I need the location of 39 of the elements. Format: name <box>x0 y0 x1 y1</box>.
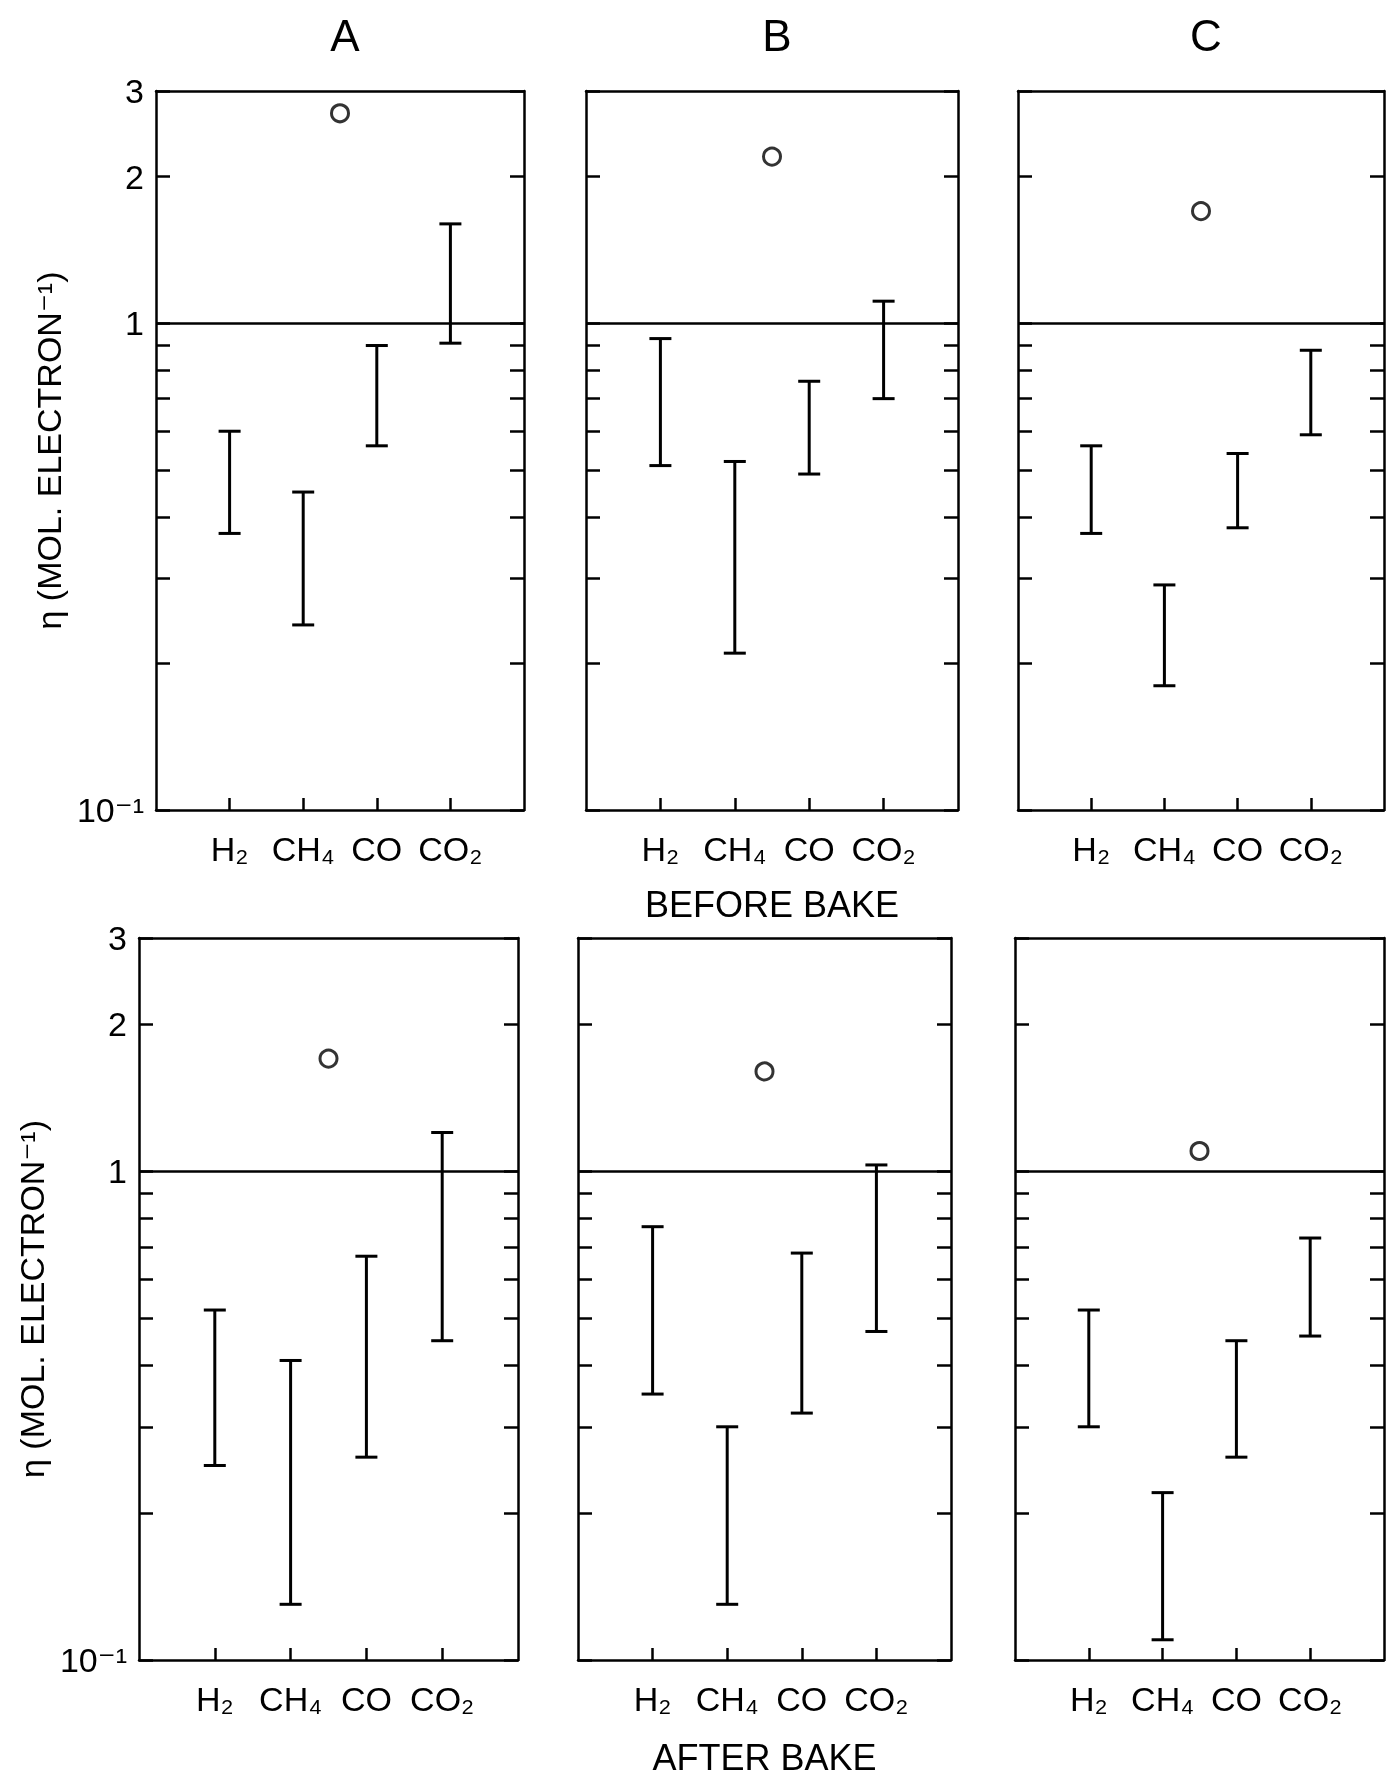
x-tick-label: CH₄ <box>1131 1680 1195 1718</box>
x-tick-label: CO <box>1210 1680 1262 1718</box>
y-axis-title: η (MOL. ELECTRON⁻¹) <box>13 1120 52 1478</box>
x-tick-label: CO <box>340 1680 392 1718</box>
x-tick-label: CH₄ <box>271 830 335 868</box>
x-tick-label: H₂ <box>633 1680 672 1718</box>
y-tick-label: 2 <box>125 157 144 196</box>
y-tick-label: 1 <box>108 1152 127 1191</box>
x-tick-label: CH₄ <box>259 1680 323 1718</box>
y-tick-label: 10⁻¹ <box>59 1641 127 1679</box>
x-tick-label: H₂ <box>1072 830 1111 868</box>
x-tick-label: H₂ <box>195 1680 234 1718</box>
y-tick-label: 1 <box>125 304 144 343</box>
y-axis-title: η (MOL. ELECTRON⁻¹) <box>30 271 69 630</box>
x-tick-label: CO₂ <box>844 1680 909 1718</box>
y-tick-label: 3 <box>108 919 127 957</box>
text: AFTER BAKE <box>652 1736 877 1778</box>
x-tick-label: H₂ <box>1069 1680 1108 1718</box>
x-tick-label: CH₄ <box>695 1680 759 1718</box>
text: BEFORE BAKE <box>644 883 900 925</box>
x-tick-label: CO₂ <box>1278 1680 1343 1718</box>
x-tick-label: CO₂ <box>418 830 483 868</box>
chart-title: C <box>1190 10 1222 60</box>
x-tick-label: CO <box>783 830 835 868</box>
x-tick-label: CH₄ <box>1132 830 1196 868</box>
x-tick-label: CO <box>351 830 403 868</box>
x-tick-label: CO₂ <box>851 830 916 868</box>
y-tick-label: 3 <box>125 72 144 110</box>
x-tick-label: H₂ <box>641 830 680 868</box>
chart-title: B <box>762 10 792 60</box>
x-tick-label: CO <box>776 1680 828 1718</box>
x-tick-label: CO₂ <box>1278 830 1343 868</box>
x-tick-label: CO <box>1212 830 1264 868</box>
chart-title: A <box>330 10 361 60</box>
x-tick-label: CO₂ <box>410 1680 475 1718</box>
y-tick-label: 10⁻¹ <box>76 791 144 829</box>
x-tick-label: CH₄ <box>703 830 767 868</box>
x-tick-label: H₂ <box>210 830 249 868</box>
y-tick-label: 2 <box>108 1005 127 1044</box>
